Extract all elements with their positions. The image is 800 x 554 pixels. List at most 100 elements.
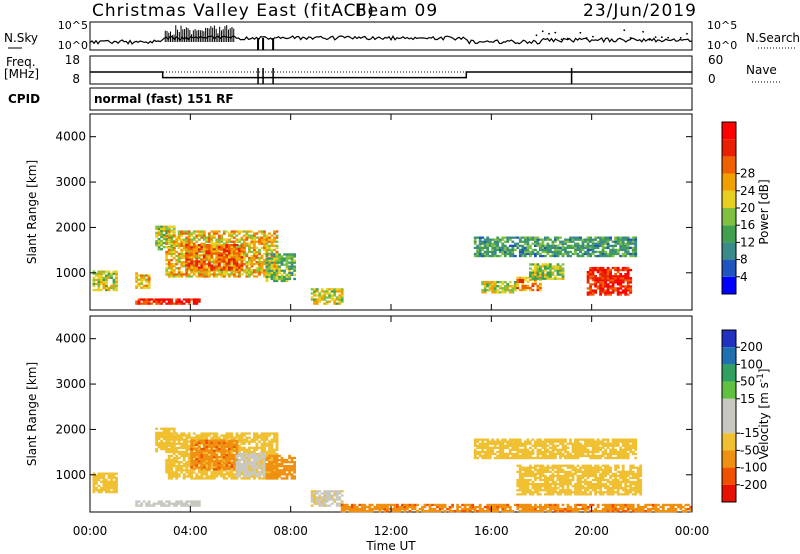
heatmap-cell — [599, 446, 602, 449]
heatmap-cell — [210, 460, 214, 463]
heatmap-cell — [258, 256, 261, 260]
heatmap-cell — [621, 279, 625, 282]
heatmap-cell — [145, 504, 148, 507]
heatmap-cell — [594, 442, 597, 445]
heatmap-cell — [245, 473, 249, 476]
heatmap-cell — [604, 236, 607, 239]
heatmap-cell — [486, 240, 490, 243]
heatmap-cell — [536, 442, 540, 445]
heatmap-cell — [508, 244, 512, 247]
heatmap-cell — [556, 505, 560, 509]
heatmap-cell — [559, 250, 562, 254]
heatmap-cell — [222, 465, 226, 468]
heatmap-cell — [313, 292, 316, 295]
heatmap-cell — [280, 458, 284, 462]
heatmap-cell — [323, 494, 327, 497]
heatmap-cell — [225, 246, 229, 249]
heatmap-cell — [265, 265, 269, 268]
heatmap-cell — [624, 250, 628, 254]
heatmap-cell — [135, 272, 138, 275]
heatmap-cell — [275, 246, 279, 249]
heatmap-cell — [604, 289, 607, 292]
heatmap-cell — [661, 507, 665, 511]
heatmap-cell — [288, 465, 291, 468]
heatmap-cell — [574, 236, 577, 239]
heatmap-cell — [358, 510, 362, 513]
heatmap-cell — [601, 252, 605, 256]
heatmap-cell — [526, 248, 530, 252]
heatmap-cell — [238, 275, 241, 278]
heatmap-cell — [225, 244, 229, 247]
heatmap-cell — [243, 440, 246, 443]
heatmap-cell — [343, 505, 347, 509]
heatmap-cell — [285, 477, 289, 480]
heatmap-cell — [250, 469, 254, 472]
heatmap-cell — [629, 285, 633, 288]
heatmap-cell — [566, 246, 570, 249]
heatmap-cell — [574, 438, 577, 441]
noise-search-dot — [648, 38, 651, 41]
heatmap-cell — [290, 469, 294, 472]
heatmap-cell — [536, 275, 540, 278]
heatmap-cell — [167, 461, 171, 464]
heatmap-cell — [546, 252, 550, 256]
heatmap-cell — [217, 254, 221, 257]
heatmap-cell — [566, 244, 570, 247]
heatmap-cell — [185, 250, 189, 253]
heatmap-cell — [559, 448, 562, 451]
heatmap-cell — [310, 490, 314, 493]
heatmap-cell — [278, 275, 281, 278]
heatmap-cell — [220, 238, 224, 241]
heatmap-cell — [576, 456, 580, 460]
heatmap-cell — [561, 510, 565, 513]
heatmap-cell — [245, 440, 249, 443]
heatmap-cell — [192, 273, 196, 276]
heatmap-cell — [609, 442, 612, 445]
heatmap-cell — [606, 244, 610, 247]
heatmap-cell — [268, 448, 271, 451]
heatmap-cell — [248, 448, 251, 451]
heatmap-cell — [310, 498, 314, 501]
heatmap-cell — [496, 442, 500, 445]
heatmap-cell — [187, 504, 191, 507]
heatmap-cell — [609, 293, 612, 296]
heatmap-cell — [488, 254, 492, 258]
heatmap-cell — [551, 505, 555, 509]
heatmap-cell — [534, 505, 537, 509]
heatmap-cell — [483, 242, 487, 245]
heatmap-cell — [333, 498, 337, 501]
heatmap-cell — [268, 473, 271, 476]
heatmap-cell — [624, 287, 628, 290]
heatmap-cell — [260, 456, 264, 459]
heatmap-cell — [629, 240, 633, 243]
heatmap-cell — [584, 246, 587, 249]
heatmap-cell — [200, 449, 204, 453]
heatmap-cell — [177, 467, 181, 470]
heatmap-cell — [265, 271, 269, 274]
heatmap-cell — [503, 287, 507, 290]
heatmap-cell — [576, 452, 580, 456]
heatmap-cell — [496, 236, 500, 239]
heatmap-cell — [539, 242, 542, 245]
heatmap-cell — [212, 460, 216, 463]
heatmap-cell — [594, 242, 597, 245]
heatmap-cell — [544, 454, 547, 458]
heatmap-cell — [235, 240, 239, 243]
heatmap-cell — [215, 254, 219, 257]
heatmap-cell — [551, 444, 555, 447]
heatmap-cell — [566, 452, 570, 456]
heatmap-cell — [157, 233, 161, 237]
heatmap-cell — [285, 261, 289, 264]
heatmap-cell — [187, 456, 191, 460]
heatmap-cell — [468, 505, 472, 509]
heatmap-cell — [586, 238, 590, 241]
heatmap-cell — [523, 452, 527, 456]
heatmap-cell — [473, 505, 477, 509]
heatmap-cell — [180, 465, 184, 468]
heatmap-cell — [180, 454, 184, 458]
heatmap-cell — [175, 504, 179, 507]
heatmap-cell — [293, 463, 296, 466]
heatmap-cell — [496, 244, 500, 247]
heatmap-cell — [621, 285, 625, 288]
heatmap-cell — [283, 277, 286, 281]
